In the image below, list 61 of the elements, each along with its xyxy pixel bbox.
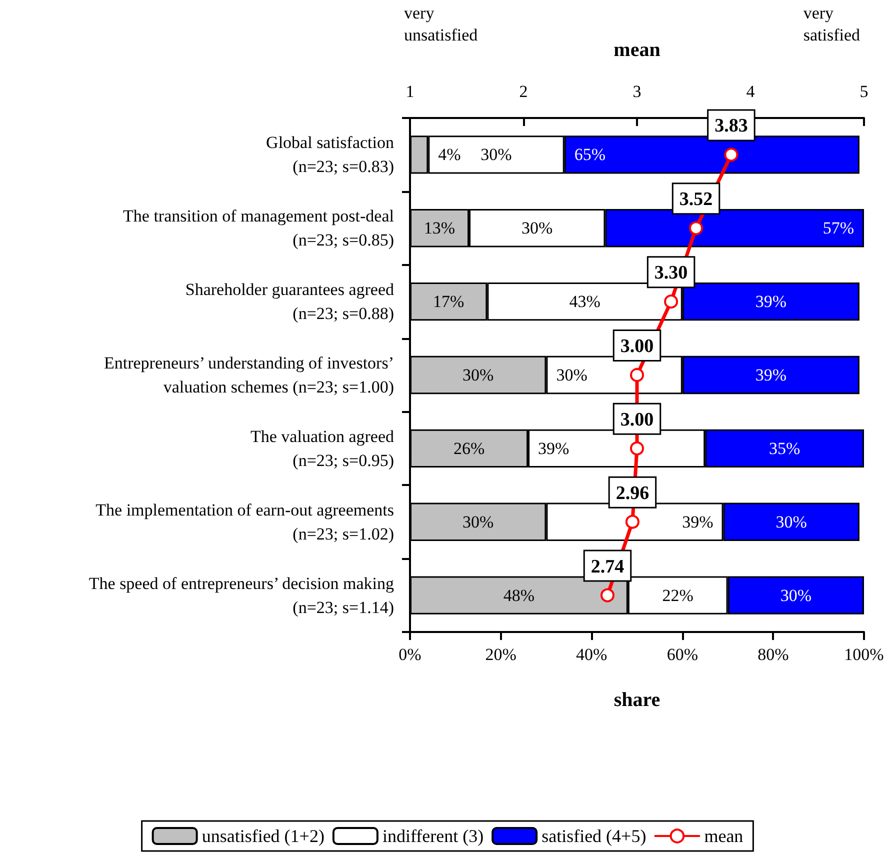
data-label: 39% <box>755 366 787 384</box>
data-label: 30% <box>462 512 494 532</box>
x-tick-label: 20% <box>485 645 516 664</box>
data-label: 3.52 <box>679 189 713 210</box>
y-tick-label: The valuation agreed (n=23; s=0.95) <box>250 426 394 470</box>
point <box>600 588 614 602</box>
text: very unsatisfied <box>404 4 478 44</box>
point <box>664 294 678 309</box>
x-tick-label: 40% <box>576 645 608 664</box>
data-label: 3.83 <box>714 116 748 137</box>
data-label: 30% <box>462 366 494 384</box>
x2-tick-label: 5 <box>860 82 868 101</box>
x2-tick-label: 4 <box>746 82 756 101</box>
text: very satisfied <box>803 4 860 44</box>
x2-tick-label: 3 <box>632 82 642 101</box>
point <box>625 514 640 529</box>
x-tick-label: 60% <box>666 645 698 664</box>
y-tick-label: The implementation of earn-out agreements (n=23; s=1.02) <box>96 500 394 544</box>
data-label: 30% <box>556 366 588 384</box>
legend-label: satisfied (4+5) <box>542 826 646 846</box>
data-label: 30% <box>522 218 553 238</box>
y-tick-label: The transition of management post-deal (n=23; s=0.85) <box>123 206 394 250</box>
x-tick-label: 80% <box>758 645 789 664</box>
y-tick-label: Entrepreneurs’ understanding of investors’ valuation schemes (n=23; s=1.00) <box>104 354 394 396</box>
data-label: 30% <box>780 586 812 605</box>
data-label: 39% <box>538 438 570 458</box>
data-label: 39% <box>755 292 787 312</box>
data-label: 48% <box>503 586 535 605</box>
data-label: 65% <box>574 145 606 164</box>
data-label: 4% <box>438 145 461 164</box>
data-label: 57% <box>822 218 854 238</box>
point <box>689 221 704 236</box>
data-label: 17% <box>433 292 464 312</box>
x-axis-title: share <box>614 689 660 711</box>
legend-label: indifferent (3) <box>382 826 484 846</box>
legend-label: mean <box>704 826 744 846</box>
data-label: 30% <box>480 145 512 164</box>
x-tick-label: 100% <box>844 645 884 664</box>
x2-tick-label: 1 <box>406 82 414 101</box>
data-label: 35% <box>768 438 800 458</box>
point <box>724 148 738 162</box>
data-label: 2.96 <box>616 482 650 504</box>
data-label: 22% <box>662 586 694 605</box>
point <box>630 368 644 382</box>
data-label: 39% <box>682 512 714 532</box>
x2-tick-label: 2 <box>519 82 528 101</box>
data-label: 43% <box>569 292 600 312</box>
data-label: 30% <box>776 512 807 532</box>
x2-axis-title: mean <box>614 39 660 61</box>
data-label: 2.74 <box>590 556 625 578</box>
data-label: 3.30 <box>654 262 688 284</box>
legend-label: unsatisfied (1+2) <box>202 826 324 846</box>
point <box>630 441 644 456</box>
data-label: 3.00 <box>620 409 654 430</box>
data-label: 3.00 <box>620 336 654 357</box>
data-label: 13% <box>424 218 456 238</box>
y-tick-label: The speed of entrepreneurs’ decision making (n=23; s=1.14) <box>88 574 394 617</box>
y-tick-label: Shareholder guarantees agreed (n=23; s=0.88) <box>185 280 394 324</box>
data-label: 26% <box>453 438 485 458</box>
y-tick-label: Global satisfaction (n=23; s=0.83) <box>266 133 394 176</box>
x-tick-label: 0% <box>398 645 422 664</box>
